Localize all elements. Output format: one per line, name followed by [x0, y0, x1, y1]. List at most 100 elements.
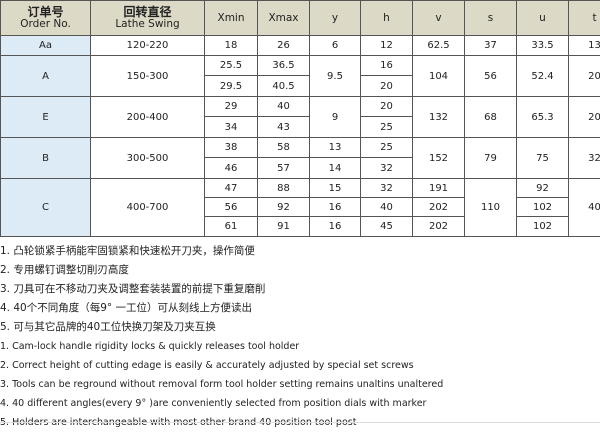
- s-cell: 56: [465, 56, 517, 97]
- u-cell: 65.3: [517, 97, 569, 138]
- xmin-cell: 47: [205, 179, 258, 198]
- column-header: y: [310, 1, 361, 36]
- xmin-cell: 18: [205, 36, 258, 56]
- order-number-cell: C: [1, 179, 91, 237]
- column-header-en: h: [383, 12, 390, 24]
- t-cell: 20: [569, 56, 600, 97]
- column-header: Xmin: [205, 1, 258, 36]
- u-cell: 75: [517, 138, 569, 179]
- order-number-cell: A: [1, 56, 91, 97]
- u-cell: 102: [517, 217, 569, 237]
- t-cell: 32: [569, 138, 600, 179]
- xmin-cell: 46: [205, 158, 258, 179]
- y-cell: 15: [310, 179, 361, 198]
- lathe-swing-cell: 400-700: [91, 179, 205, 237]
- y-cell: 13: [310, 138, 361, 158]
- v-cell: 191: [413, 179, 465, 198]
- xmax-cell: 91: [258, 217, 310, 237]
- h-cell: 25: [361, 117, 413, 138]
- order-number-cell: Aa: [1, 36, 91, 56]
- h-cell: 32: [361, 179, 413, 198]
- h-cell: 25: [361, 138, 413, 158]
- order-number-cell: B: [1, 138, 91, 179]
- column-header-en: Xmin: [218, 12, 245, 24]
- column-header-en: Order No.: [20, 18, 71, 30]
- lathe-swing-cell: 150-300: [91, 56, 205, 97]
- u-cell: 52.4: [517, 56, 569, 97]
- column-header-en: Lathe Swing: [115, 18, 179, 30]
- column-header-cn: 回转直径: [91, 6, 204, 18]
- xmax-cell: 26: [258, 36, 310, 56]
- column-header: h: [361, 1, 413, 36]
- xmin-cell: 56: [205, 198, 258, 217]
- order-number-cell: E: [1, 97, 91, 138]
- s-cell: 37: [465, 36, 517, 56]
- xmax-cell: 92: [258, 198, 310, 217]
- feature-cn-line: 3. 刀具可在不移动刀夹及调整套装装置的前提下重复磨削: [0, 280, 600, 299]
- column-header-en: t: [592, 12, 596, 24]
- t-cell: 20: [569, 97, 600, 138]
- t-cell: 13: [569, 36, 600, 56]
- column-header: v: [413, 1, 465, 36]
- xmin-cell: 38: [205, 138, 258, 158]
- xmax-cell: 58: [258, 138, 310, 158]
- v-cell: 62.5: [413, 36, 465, 56]
- t-cell: 40: [569, 179, 600, 237]
- v-cell: 152: [413, 138, 465, 179]
- column-header-en: u: [539, 12, 546, 24]
- v-cell: 202: [413, 217, 465, 237]
- xmax-cell: 40: [258, 97, 310, 117]
- column-header-cn: 订单号: [1, 6, 90, 18]
- h-cell: 12: [361, 36, 413, 56]
- y-cell: 16: [310, 198, 361, 217]
- column-header-en: Xmax: [268, 12, 298, 24]
- xmin-cell: 29.5: [205, 76, 258, 97]
- xmin-cell: 25.5: [205, 56, 258, 76]
- v-cell: 202: [413, 198, 465, 217]
- s-cell: 79: [465, 138, 517, 179]
- column-header: Xmax: [258, 1, 310, 36]
- xmax-cell: 43: [258, 117, 310, 138]
- feature-en-line: 2. Correct height of cutting edage is ea…: [0, 356, 600, 375]
- h-cell: 40: [361, 198, 413, 217]
- s-cell: 68: [465, 97, 517, 138]
- feature-cn-line: 2. 专用螺钉调整切削刃高度: [0, 261, 600, 280]
- xmax-cell: 36.5: [258, 56, 310, 76]
- feature-en-line: 4. 40 different angles(every 9° )are con…: [0, 394, 600, 413]
- feature-cn-line: 4. 40个不同角度（每9° 一工位）可从刻线上方便读出: [0, 299, 600, 318]
- u-cell: 33.5: [517, 36, 569, 56]
- y-cell: 14: [310, 158, 361, 179]
- feature-cn-line: 5. 可与其它品牌的40工位快换刀架及刀夹互换: [0, 318, 600, 337]
- xmax-cell: 40.5: [258, 76, 310, 97]
- column-header-en: v: [435, 12, 441, 24]
- s-cell: 110: [465, 179, 517, 237]
- xmin-cell: 34: [205, 117, 258, 138]
- column-header-en: s: [488, 12, 493, 24]
- y-cell: 16: [310, 217, 361, 237]
- h-cell: 32: [361, 158, 413, 179]
- feature-cn-line: 1. 凸轮锁紧手柄能牢固锁紧和快速松开刀夹，操作简便: [0, 242, 600, 261]
- h-cell: 45: [361, 217, 413, 237]
- h-cell: 20: [361, 97, 413, 117]
- column-header-en: y: [332, 12, 338, 24]
- xmin-cell: 29: [205, 97, 258, 117]
- column-header: t: [569, 1, 600, 36]
- h-cell: 16: [361, 56, 413, 76]
- xmin-cell: 61: [205, 217, 258, 237]
- feature-en-line: 1. Cam-lock handle rigidity locks & quic…: [0, 337, 600, 356]
- xmax-cell: 57: [258, 158, 310, 179]
- y-cell: 6: [310, 36, 361, 56]
- y-cell: 9: [310, 97, 361, 138]
- column-header: s: [465, 1, 517, 36]
- v-cell: 132: [413, 97, 465, 138]
